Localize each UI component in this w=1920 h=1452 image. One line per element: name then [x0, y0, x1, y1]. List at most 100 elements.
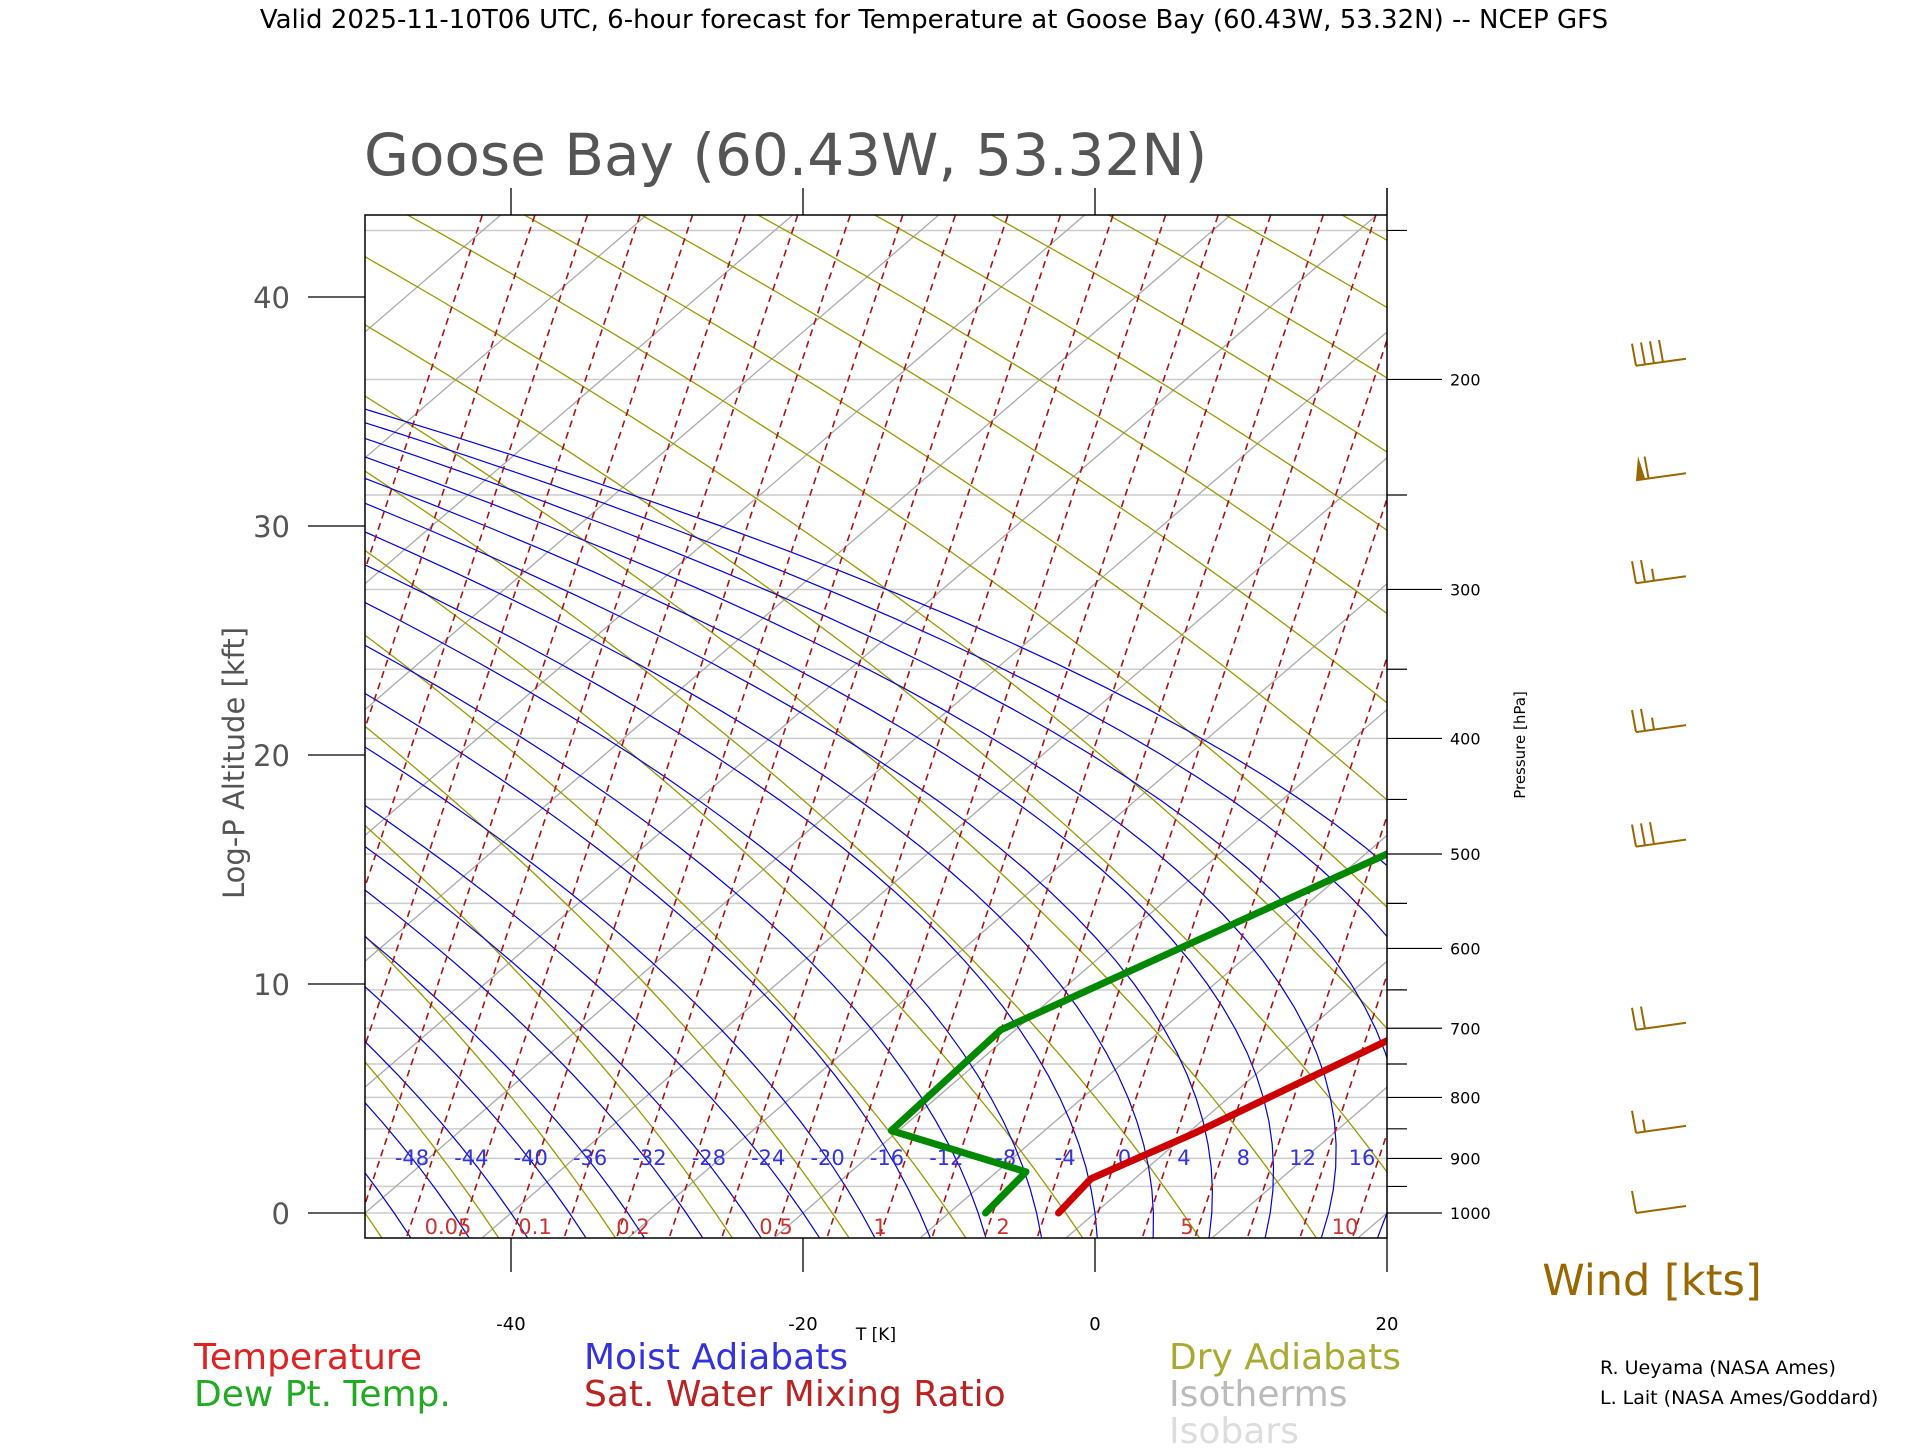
- x-tick-label: 0: [1089, 1314, 1100, 1335]
- isotherm-line: [1650, 215, 1920, 1238]
- moist-adiabat-label: -20: [810, 1146, 844, 1170]
- credit-line-1: R. Ueyama (NASA Ames): [1600, 1353, 1836, 1383]
- wind-barb-flag: [1641, 823, 1645, 845]
- moist-adiabat-line: [0, 160, 991, 1259]
- mixing-ratio-line: [1083, 160, 1447, 1259]
- isotherm-line: [0, 215, 793, 1238]
- wind-barb-flag: [1641, 709, 1645, 731]
- mixing-ratio-line: [1608, 160, 1920, 1259]
- pressure-tick-label: 500: [1450, 845, 1481, 864]
- wind-barb-half-flag: [1652, 718, 1654, 730]
- mixing-ratio-line: [715, 160, 1079, 1259]
- wind-barb-flag: [1632, 710, 1636, 732]
- wind-barb-flag: [1650, 341, 1654, 363]
- mixing-ratio-line: [1713, 160, 1920, 1259]
- mixing-ratio-line: [925, 160, 1289, 1259]
- wind-barb-half-flag: [1652, 569, 1654, 581]
- moist-adiabat-label: -40: [514, 1146, 548, 1170]
- dry-adiabat-line: [0, 160, 863, 1259]
- isotherm-line: [0, 215, 209, 1238]
- mixing-ratio-line: [1556, 160, 1920, 1259]
- wind-barb-flag: [1632, 1191, 1636, 1213]
- y-tick-label: 40: [253, 281, 290, 315]
- mixing-ratio-line: [1661, 160, 1920, 1259]
- isotherm-line: [0, 215, 355, 1238]
- dry-adiabat-line: [0, 160, 162, 1259]
- isotherm-lines: [0, 215, 1920, 1238]
- wind-barb-flag: [1632, 825, 1636, 847]
- dry-adiabat-line: [773, 160, 1920, 1259]
- credit-line-2: L. Lait (NASA Ames/Goddard): [1600, 1383, 1878, 1413]
- moist-adiabat-line: [0, 160, 1044, 1259]
- wind-barbs: [1632, 340, 1686, 1213]
- wind-barb-staff: [1636, 1206, 1686, 1213]
- wind-barb-flag: [1645, 457, 1649, 479]
- moist-adiabat-line: [0, 160, 307, 1259]
- isotherm-line: [920, 215, 1920, 1238]
- isotherm-line: [1358, 215, 1920, 1238]
- dry-adiabat-line: [1241, 160, 1920, 1259]
- wind-barb-flag: [1632, 344, 1636, 366]
- legend-isotherms: Isotherms: [1169, 1376, 1347, 1413]
- y-axis-label: Log-P Altitude [kft]: [217, 627, 251, 899]
- legend-dry-adiabats: Dry Adiabats: [1169, 1339, 1401, 1376]
- mixing-ratio-line: [978, 160, 1342, 1259]
- mixing-ratio-line: [820, 160, 1184, 1259]
- mixing-ratio-lines: [137, 160, 1920, 1259]
- dry-adiabat-line: [0, 160, 1213, 1259]
- wind-barb-flag: [1641, 1007, 1645, 1029]
- mixing-ratio-label: 5: [1180, 1215, 1193, 1239]
- wind-barb-flag: [1659, 340, 1663, 362]
- header-text: Valid 2025-11-10T06 UTC, 6-hour forecast…: [260, 5, 1608, 35]
- moist-adiabat-line: [0, 160, 716, 1259]
- mixing-ratio-line: [1503, 160, 1867, 1259]
- dry-adiabat-line: [657, 160, 1920, 1259]
- mixing-ratio-label: 0.2: [616, 1215, 649, 1239]
- isobar-lines: [365, 230, 1387, 1213]
- wind-barb-flag: [1650, 822, 1654, 844]
- mixing-ratio-line: [347, 160, 711, 1259]
- moist-adiabat-label: -16: [870, 1146, 904, 1170]
- wind-barb-flag: [1641, 343, 1645, 365]
- wind-barb-half-flag: [1643, 1120, 1645, 1132]
- mixing-ratio-line: [399, 160, 763, 1259]
- moist-adiabat-label: -4: [1055, 1146, 1076, 1170]
- dry-adiabat-line: [0, 160, 45, 1259]
- pressure-tick-label: 1000: [1450, 1204, 1491, 1223]
- y-tick-label: 10: [253, 968, 290, 1002]
- legend-moist-adiabats: Moist Adiabats: [584, 1339, 848, 1376]
- mixing-ratio-line: [242, 160, 606, 1259]
- mixing-ratio-label: 0.1: [518, 1215, 551, 1239]
- mixing-ratio-line: [557, 160, 921, 1259]
- isotherm-line: [336, 215, 1523, 1238]
- moist-adiabat-label: 8: [1237, 1146, 1250, 1170]
- moist-adiabat-line: [0, 160, 938, 1259]
- legend-temperature: Temperature: [194, 1339, 422, 1376]
- legend-mixing-ratio: Sat. Water Mixing Ratio: [584, 1376, 1006, 1413]
- wind-barb-flag: [1641, 560, 1645, 582]
- pressure-tick-label: 900: [1450, 1149, 1481, 1168]
- dry-adiabat-line: [0, 160, 395, 1259]
- mixing-ratio-line: [294, 160, 658, 1259]
- moist-adiabat-line: [0, 160, 541, 1259]
- mixing-ratio-label: 10: [1332, 1215, 1359, 1239]
- moist-adiabat-line: [0, 160, 833, 1259]
- dry-adiabat-line: [423, 160, 1797, 1259]
- mixing-ratio-line: [662, 160, 1026, 1259]
- mixing-ratio-label: 2: [996, 1215, 1009, 1239]
- dry-adiabat-line: [1357, 160, 1920, 1259]
- dry-adiabat-line: [0, 160, 629, 1259]
- moist-adiabat-line: [0, 160, 365, 1259]
- isotherm-line: [1504, 215, 1920, 1238]
- dry-adiabat-lines: [0, 160, 1920, 1259]
- isotherm-line: [628, 215, 1815, 1238]
- dry-adiabat-line: [540, 160, 1914, 1259]
- mixing-ratio-line: [1188, 160, 1552, 1259]
- plot-frame: [365, 215, 1387, 1238]
- wind-barb-pennant: [1636, 456, 1645, 480]
- moist-adiabat-line: [0, 160, 1336, 1259]
- moist-adiabat-label: 12: [1289, 1146, 1316, 1170]
- moist-adiabat-label: -24: [751, 1146, 785, 1170]
- y-tick-label: 20: [253, 739, 290, 773]
